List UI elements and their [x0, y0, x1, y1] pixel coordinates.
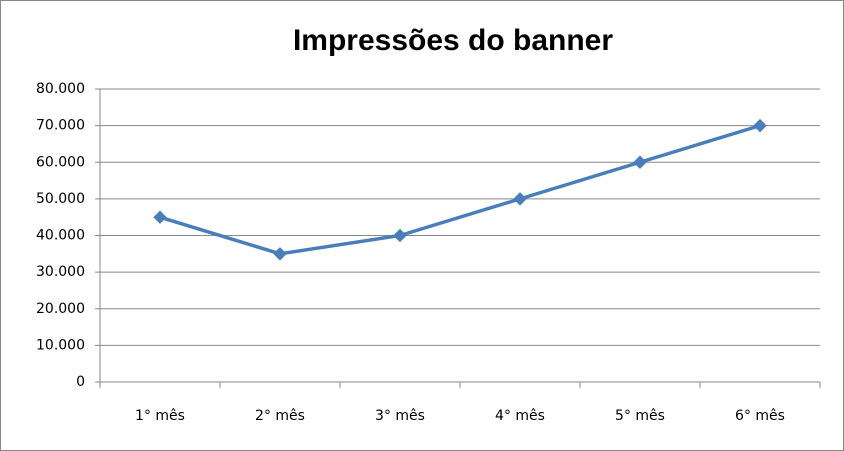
data-point	[753, 118, 767, 133]
x-tick-label: 5° mês	[615, 408, 665, 424]
data-point	[513, 192, 527, 206]
x-tick-label: 2° mês	[255, 408, 305, 424]
y-tick-label: 20.000	[36, 301, 85, 317]
data-line	[159, 123, 761, 256]
data-point	[393, 228, 407, 243]
y-tick-label: 60.000	[36, 154, 85, 170]
chart-title: Impressões do banner	[293, 24, 613, 57]
y-tick-label: 0	[76, 374, 85, 390]
x-tick-label: 3° mês	[375, 408, 425, 424]
y-tick-label: 30.000	[36, 264, 85, 280]
data-point	[273, 247, 287, 261]
y-tick-label: 70.000	[36, 118, 85, 134]
data-point	[633, 155, 647, 169]
y-tick-label: 10.000	[36, 337, 85, 353]
x-tick-label: 4° mês	[495, 408, 545, 424]
x-tick-label: 1° mês	[135, 408, 185, 424]
x-tick-label: 6° mês	[735, 408, 785, 424]
y-tick-label: 80.000	[36, 81, 85, 97]
y-tick-label: 40.000	[36, 228, 85, 244]
y-tick-label: 50.000	[36, 191, 85, 207]
data-point	[153, 210, 167, 224]
